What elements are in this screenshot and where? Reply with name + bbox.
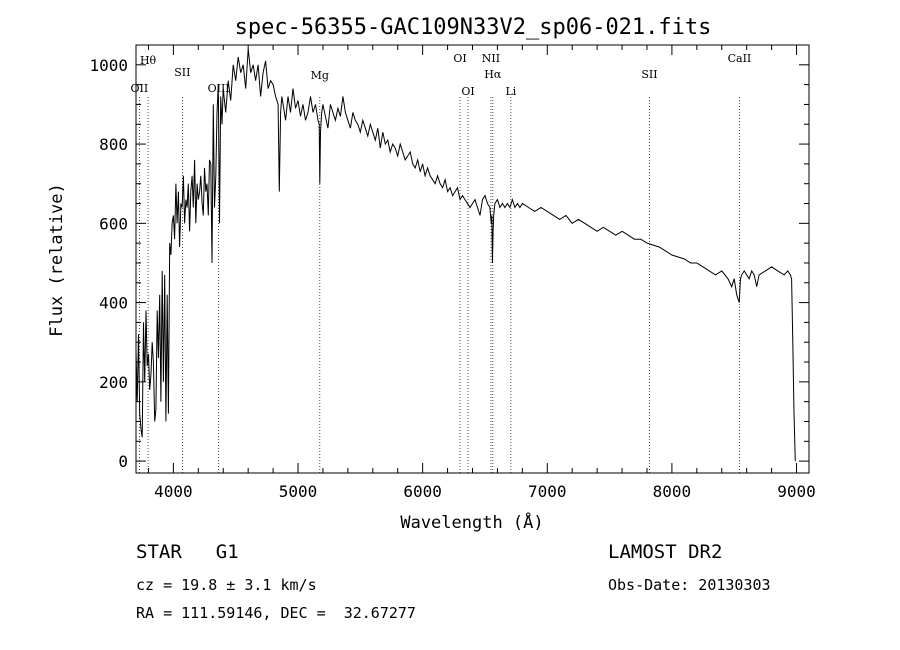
y-tick-label: 1000 (89, 56, 128, 75)
line-marker-label: Li (505, 85, 516, 98)
line-marker-label: OII (131, 82, 149, 95)
line-marker-label: SII (641, 68, 657, 81)
y-tick-label: 200 (99, 373, 128, 392)
spectrum-series-line (135, 48, 796, 462)
line-marker-label: SII (174, 66, 190, 79)
y-tick-label: 0 (118, 452, 128, 471)
obs-date-text: Obs-Date: 20130303 (608, 576, 771, 594)
x-tick-label: 7000 (528, 482, 567, 501)
line-marker-label: Hθ (140, 54, 157, 67)
line-marker-label: CaII (728, 52, 752, 65)
x-tick-label: 9000 (777, 482, 816, 501)
y-axis-label: Flux (relative) (47, 183, 67, 337)
plot-frame (135, 44, 810, 474)
class-label: STAR (136, 541, 182, 563)
line-marker-label: Hα (484, 68, 502, 81)
y-tick-label: 600 (99, 214, 128, 233)
chart-title: spec-56355-GAC109N33V2_sp06-021.fits (235, 15, 712, 40)
survey-label: LAMOST DR2 (608, 541, 723, 563)
line-marker-label: OI (461, 85, 474, 98)
x-axis-label: Wavelength (Å) (400, 511, 543, 533)
x-tick-label: 4000 (154, 482, 193, 501)
redshift-text: cz = 19.8 ± 3.1 km/s (136, 576, 317, 594)
radec-text: RA = 111.59146, DEC = 32.67277 (136, 604, 416, 622)
line-marker-label: NII (482, 52, 500, 65)
y-tick-label: 400 (99, 294, 128, 313)
x-tick-label: 8000 (653, 482, 692, 501)
x-tick-label: 6000 (403, 482, 442, 501)
line-marker-label: OI (453, 52, 466, 65)
x-tick-label: 5000 (279, 482, 318, 501)
y-tick-label: 800 (99, 135, 128, 154)
line-marker-label: Mg (311, 69, 329, 82)
object-class: STAR G1 (136, 541, 239, 563)
subclass-label: G1 (215, 541, 239, 563)
axes: 4000 5000 6000 7000 8000 9000 0 200 400 600 800 100… (89, 45, 816, 501)
